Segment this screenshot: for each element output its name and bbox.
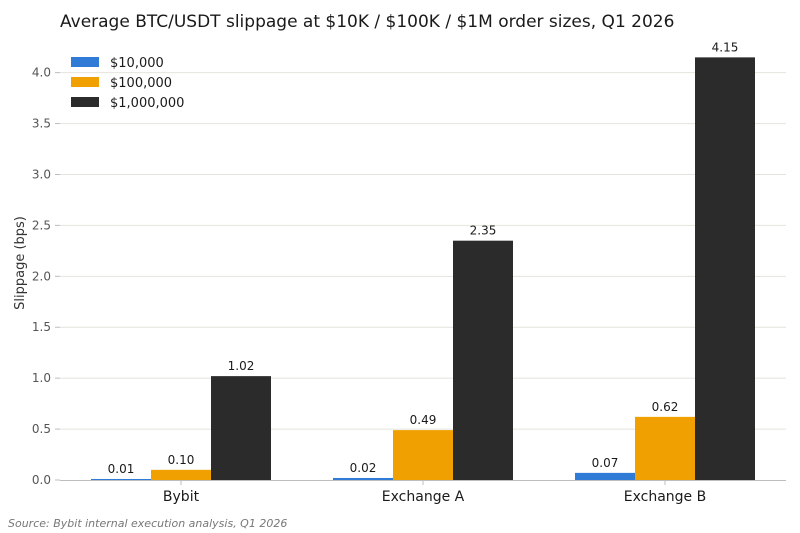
data-label: 0.10: [168, 453, 195, 467]
bar: [333, 477, 393, 480]
chart-title: Average BTC/USDT slippage at $10K / $100…: [60, 12, 674, 32]
bar: [211, 376, 271, 480]
y-tick-label: 2.5: [32, 218, 51, 232]
x-tick-label: Exchange B: [624, 489, 706, 505]
data-label: 0.62: [652, 400, 679, 414]
data-label: 2.35: [470, 224, 497, 238]
data-label: 1.02: [228, 359, 255, 373]
y-tick-label: 1.0: [32, 371, 51, 385]
y-tick-label: 3.5: [32, 117, 51, 131]
data-label: 4.15: [712, 40, 739, 54]
legend-label: $10,000: [110, 56, 164, 71]
y-tick-label: 1.5: [32, 320, 51, 334]
bar: [453, 240, 513, 480]
bar: [151, 469, 211, 480]
bar: [695, 57, 755, 480]
data-label: 0.07: [592, 456, 619, 470]
bar: [393, 430, 453, 480]
bars: [91, 57, 755, 480]
data-labels: 0.01 0.10 1.02 0.02 0.49 2.35 0.07 0.62 4.15: [108, 40, 739, 476]
bar: [91, 478, 151, 480]
source-note: Source: Bybit internal execution analysi…: [8, 517, 287, 530]
data-label: 0.49: [410, 413, 437, 427]
x-tick-label: Exchange A: [382, 489, 465, 505]
data-label: 0.02: [350, 461, 377, 475]
legend-label: $1,000,000: [110, 96, 184, 111]
x-axis-ticks: Bybit Exchange A Exchange B: [163, 480, 706, 505]
y-axis-ticks: 0.0 0.5 1.0 1.5 2.0 2.5 3.0 3.5 4.0: [32, 66, 60, 487]
y-tick-label: 0.5: [32, 422, 51, 436]
legend-swatch: [71, 97, 99, 107]
y-tick-label: 3.0: [32, 167, 51, 181]
legend: $10,000 $100,000 $1,000,000: [71, 56, 184, 111]
x-tick-label: Bybit: [163, 489, 200, 505]
y-tick-label: 4.0: [32, 66, 51, 80]
data-label: 0.01: [108, 462, 135, 476]
y-tick-label: 2.0: [32, 269, 51, 283]
legend-label: $100,000: [110, 76, 172, 91]
y-tick-label: 0.0: [32, 473, 51, 487]
bar: [635, 416, 695, 480]
gridlines: [60, 72, 786, 430]
y-axis-label: Slippage (bps): [13, 216, 28, 310]
legend-swatch: [71, 77, 99, 87]
bar: [575, 472, 635, 480]
legend-swatch: [71, 57, 99, 67]
